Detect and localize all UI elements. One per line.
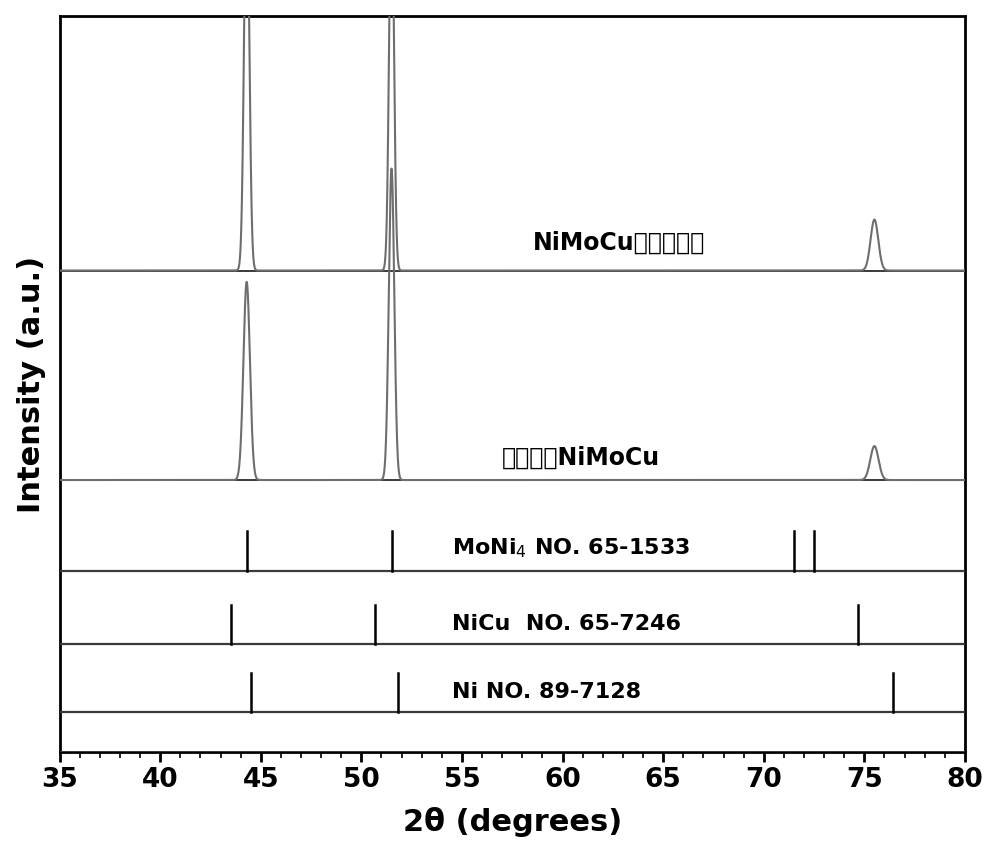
Text: NiMoCu母合金条带: NiMoCu母合金条带 — [532, 230, 705, 254]
X-axis label: 2θ (degrees): 2θ (degrees) — [403, 806, 622, 836]
Text: 纳米多孔NiMoCu: 纳米多孔NiMoCu — [502, 445, 660, 469]
Y-axis label: Intensity (a.u.): Intensity (a.u.) — [17, 256, 46, 513]
Text: MoNi$_4$ NO. 65-1533: MoNi$_4$ NO. 65-1533 — [452, 536, 690, 560]
Text: NiCu  NO. 65-7246: NiCu NO. 65-7246 — [452, 613, 681, 633]
Text: Ni NO. 89-7128: Ni NO. 89-7128 — [452, 681, 641, 701]
